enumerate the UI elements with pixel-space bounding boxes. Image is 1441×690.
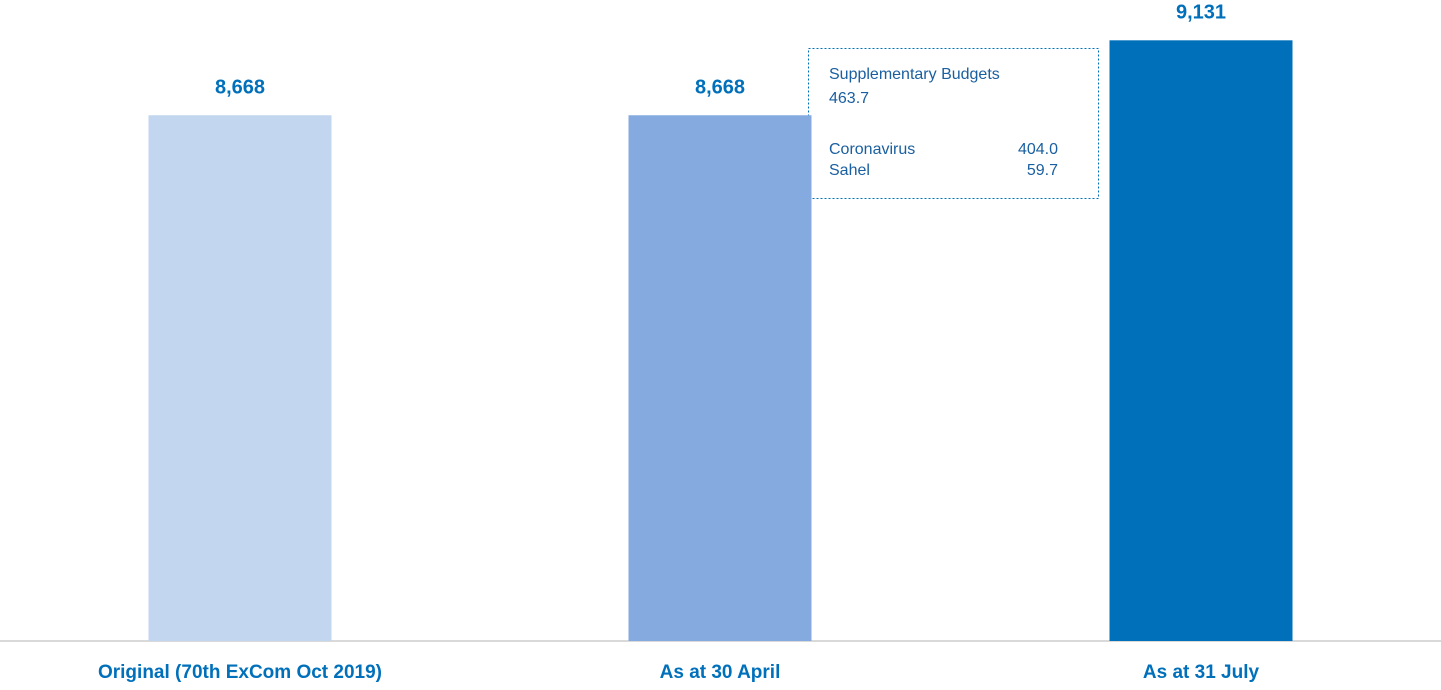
bar xyxy=(628,115,812,642)
annotation-total: 463.7 xyxy=(829,90,869,107)
value-label: 9,131 xyxy=(1176,2,1226,24)
x-tick-label: Original (70th ExCom Oct 2019) xyxy=(98,662,382,683)
annotation-item-value: 404.0 xyxy=(1018,141,1058,158)
annotation-item-value: 59.7 xyxy=(1027,162,1058,179)
annotation-item-name: Coronavirus xyxy=(829,141,915,158)
value-label: 8,668 xyxy=(695,77,745,99)
bar xyxy=(1109,40,1293,642)
x-tick-label: As at 30 April xyxy=(660,662,781,683)
x-tick-label: As at 31 July xyxy=(1143,662,1260,683)
bar xyxy=(148,115,332,642)
annotation-title: Supplementary Budgets xyxy=(829,66,1000,83)
value-label: 8,668 xyxy=(215,77,265,99)
annotation-item-name: Sahel xyxy=(829,162,870,179)
